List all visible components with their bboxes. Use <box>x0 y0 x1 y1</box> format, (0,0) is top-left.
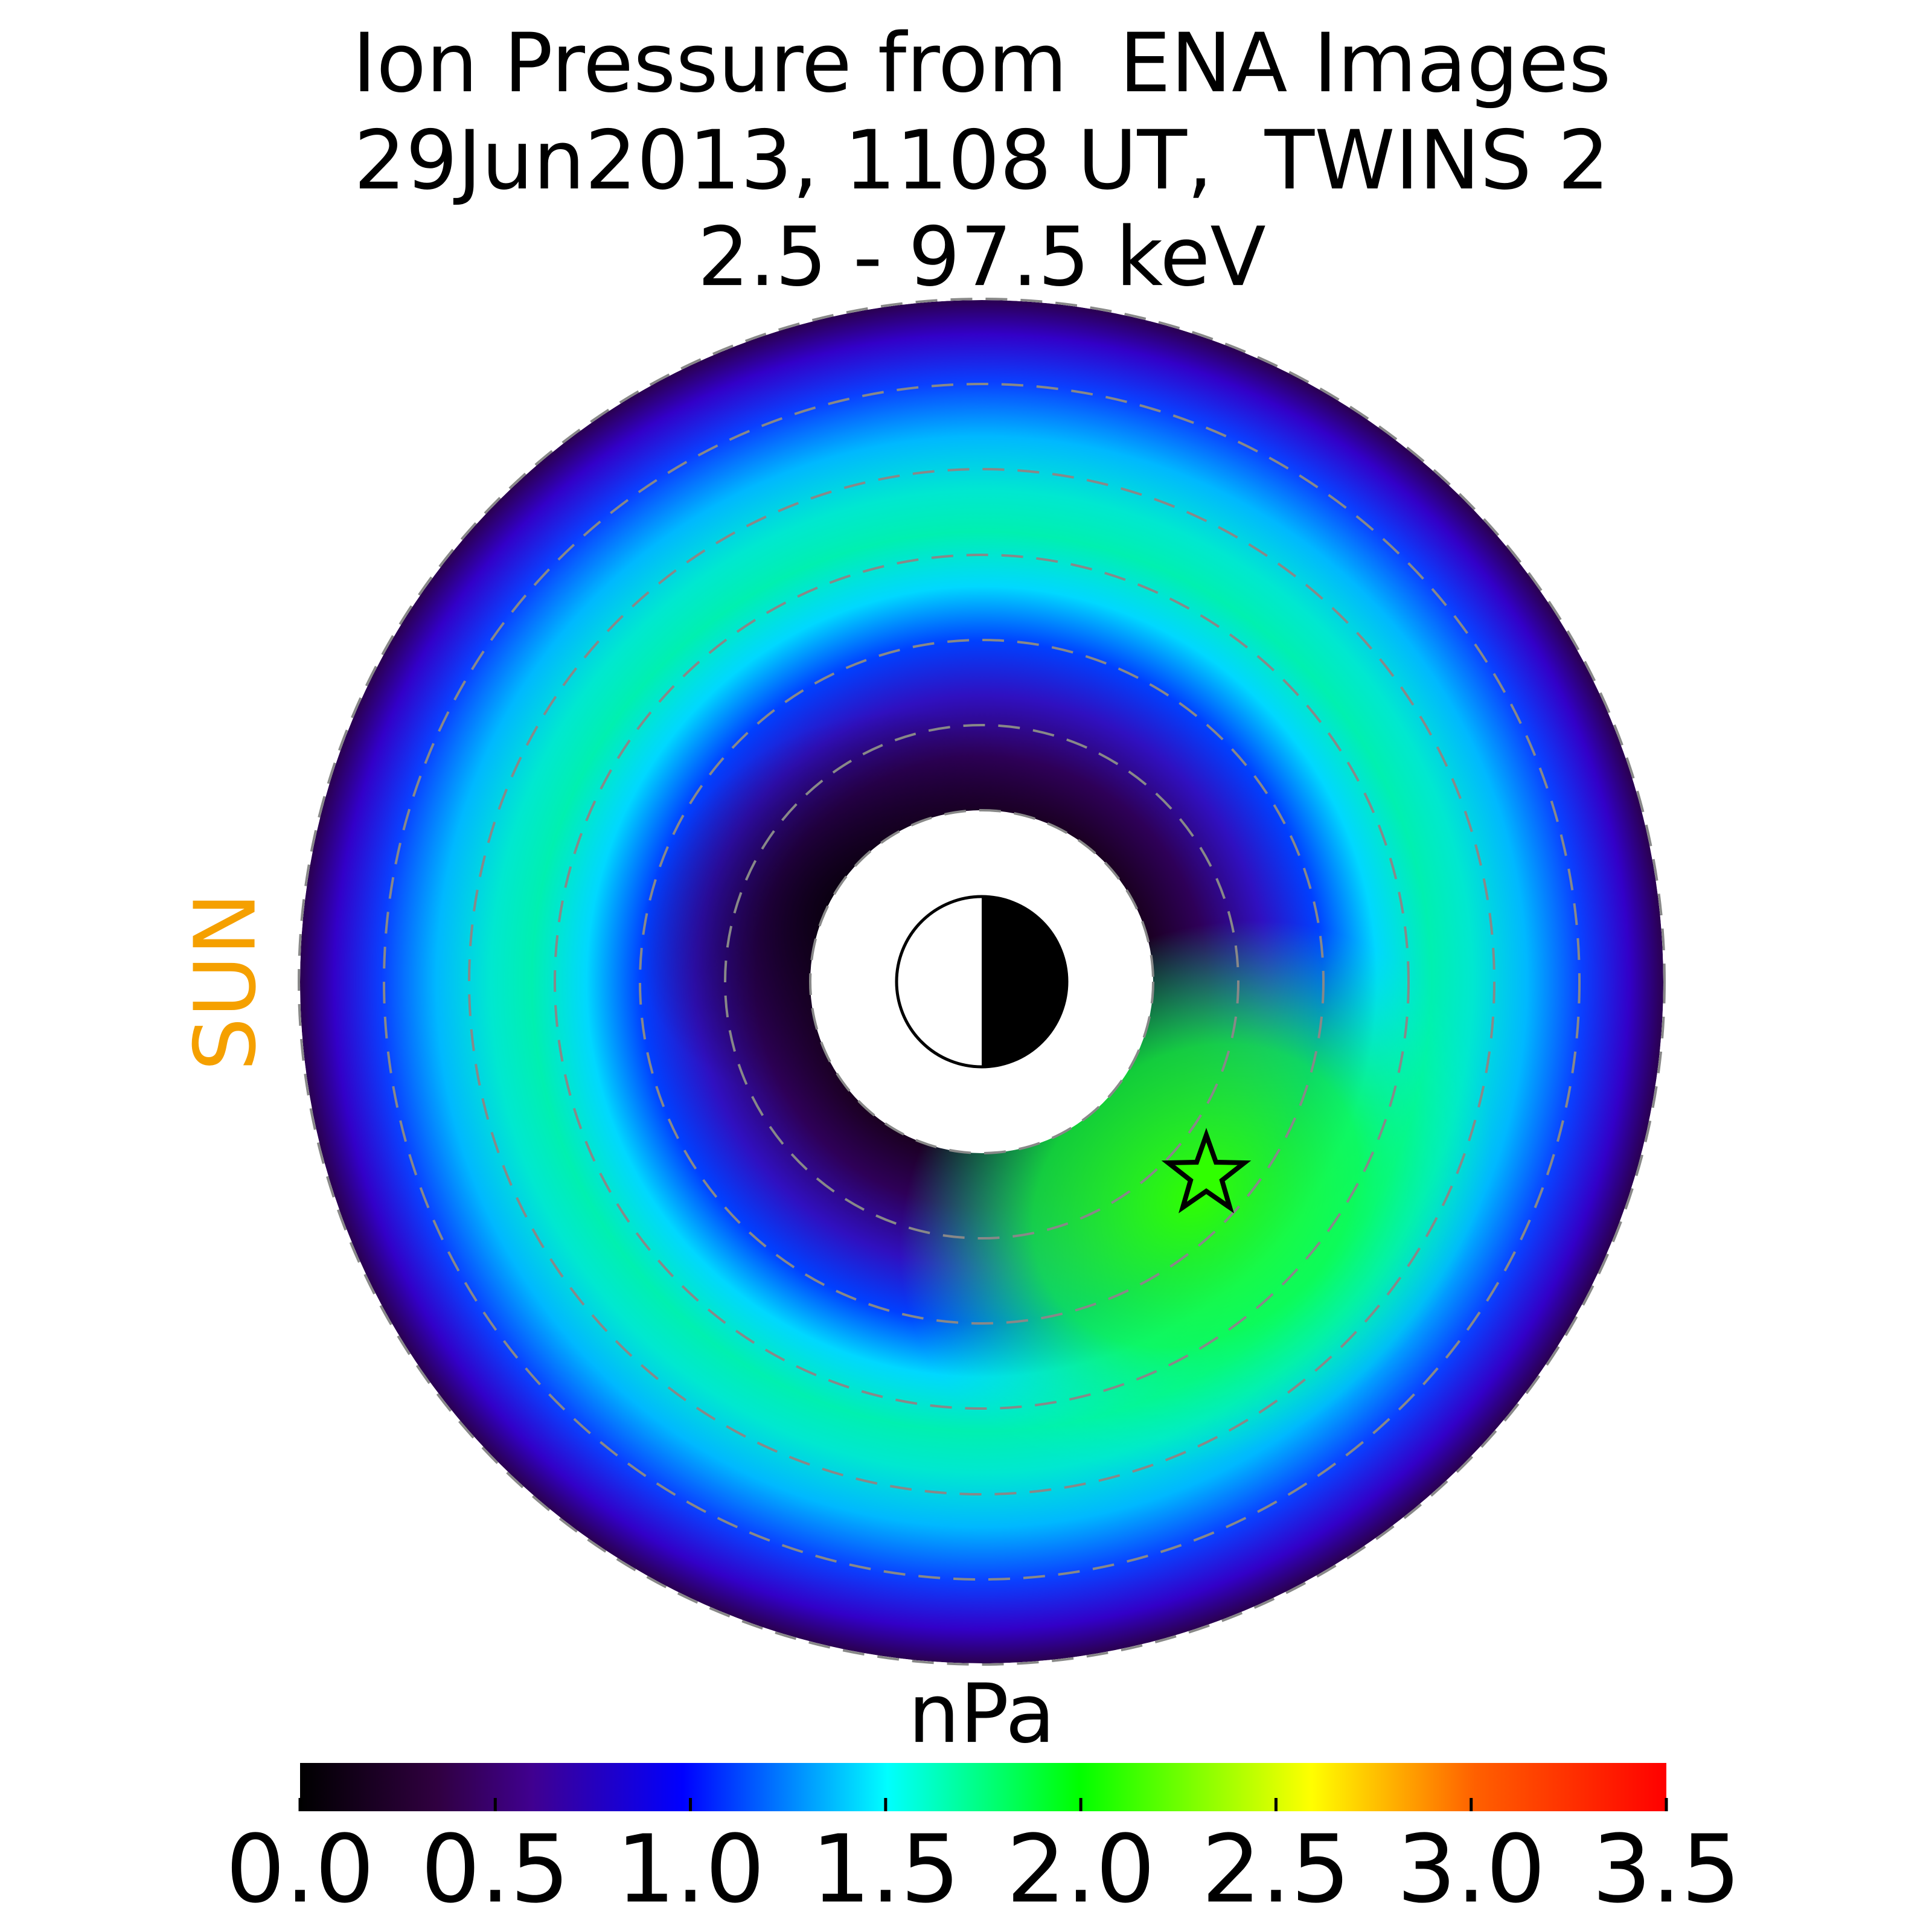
colorbar <box>300 1763 1666 1811</box>
colorbar-label: nPa <box>908 1666 1055 1761</box>
grid-circle <box>639 639 1325 1325</box>
earth <box>895 895 1069 1069</box>
colorbar-tick-label: 1.5 <box>811 1814 961 1924</box>
chart-subtitle: 2.5 - 97.5 keV <box>697 210 1266 304</box>
chart-subtitle: 29Jun2013, 1108 UT, TWINS 2 <box>354 113 1610 208</box>
colorbar-tick-label: 0.0 <box>226 1814 375 1924</box>
grid-circle <box>724 724 1239 1239</box>
colorbar-tick-label: 2.0 <box>1006 1814 1156 1924</box>
spacecraft-star <box>1161 1128 1252 1214</box>
colorbar-tick-label: 1.0 <box>616 1814 765 1924</box>
grid-circle <box>468 468 1495 1495</box>
colorbar-tick-label: 3.0 <box>1396 1814 1546 1924</box>
colorbar-tick-label: 3.5 <box>1592 1814 1741 1924</box>
colorbar-ticks: 0.0 0.5 1.0 1.5 2.0 2.5 3.0 3.5 <box>226 1798 1741 1924</box>
grid-circle <box>383 383 1581 1581</box>
earth-night <box>982 897 1067 1067</box>
sun-label: SUN <box>177 892 275 1071</box>
colorbar-tick-label: 0.5 <box>421 1814 570 1924</box>
colorbar-tick-label: 2.5 <box>1201 1814 1351 1924</box>
chart-title: Ion Pressure from ENA Images <box>353 16 1611 110</box>
grid-circle <box>809 809 1154 1154</box>
grid-circle <box>298 298 1666 1666</box>
grid-circle <box>554 554 1410 1410</box>
radial-grid <box>298 298 1666 1666</box>
